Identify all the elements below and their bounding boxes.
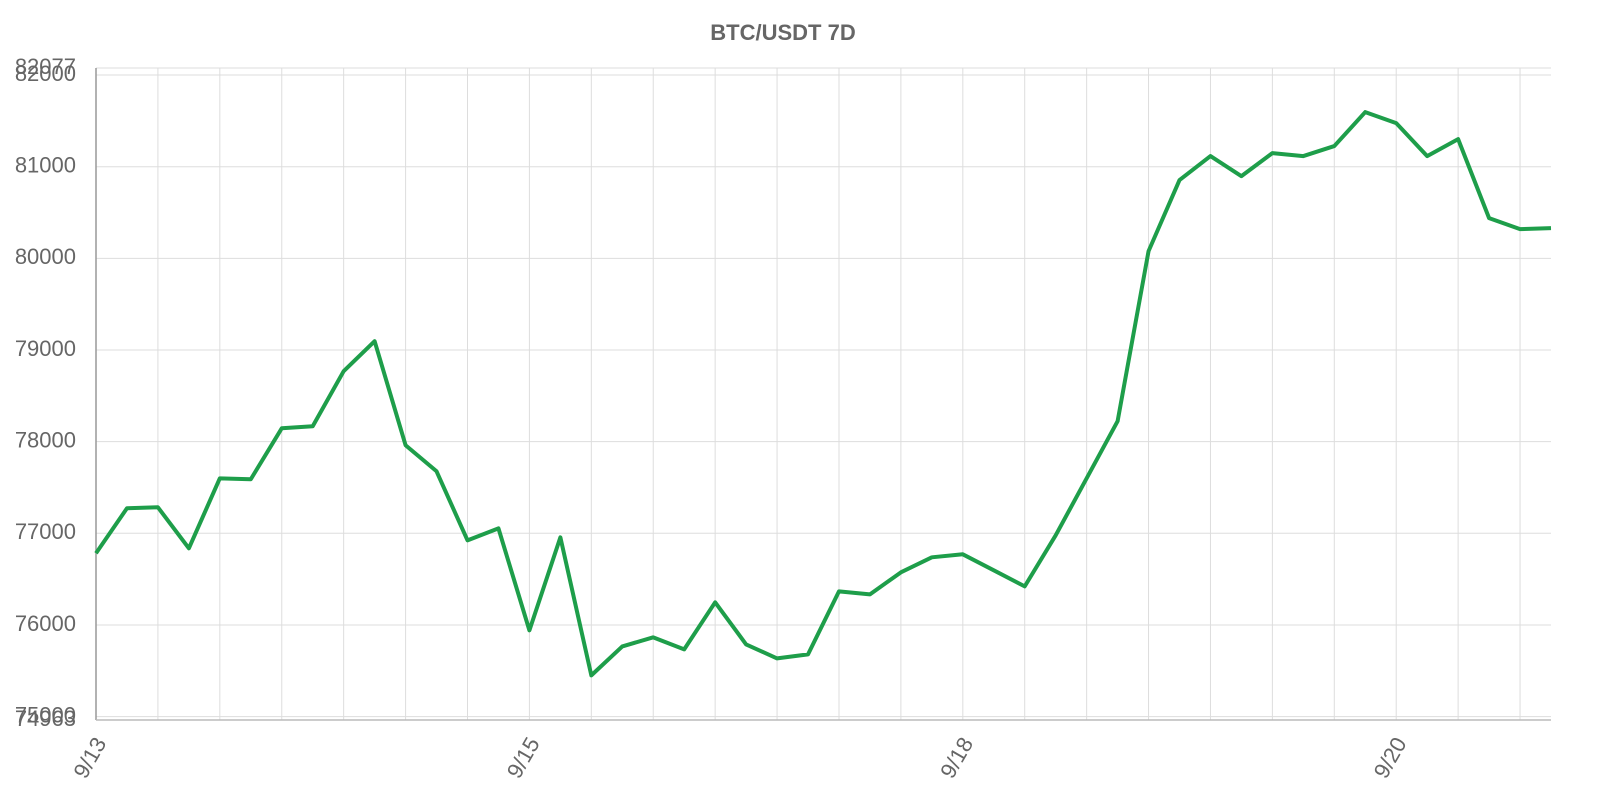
x-tick-label: 9/13 <box>68 733 111 783</box>
y-tick-label: 79000 <box>15 336 76 361</box>
y-tick-label: 81000 <box>15 153 76 178</box>
y-tick-label: 74963 <box>15 706 76 731</box>
y-tick-label: 80000 <box>15 244 76 269</box>
x-tick-label: 9/18 <box>935 733 978 783</box>
chart-title: BTC/USDT 7D <box>710 20 855 45</box>
x-tick-label: 9/15 <box>502 733 545 783</box>
y-tick-label: 82000 <box>15 61 76 86</box>
y-tick-label: 76000 <box>15 611 76 636</box>
y-tick-label: 78000 <box>15 427 76 452</box>
y-tick-label: 75000 <box>15 702 76 727</box>
y-tick-label: 82077 <box>15 54 76 79</box>
line <box>94 110 1552 678</box>
y-tick-label: 77000 <box>15 519 76 544</box>
x-tick-label: 9/20 <box>1369 733 1412 783</box>
